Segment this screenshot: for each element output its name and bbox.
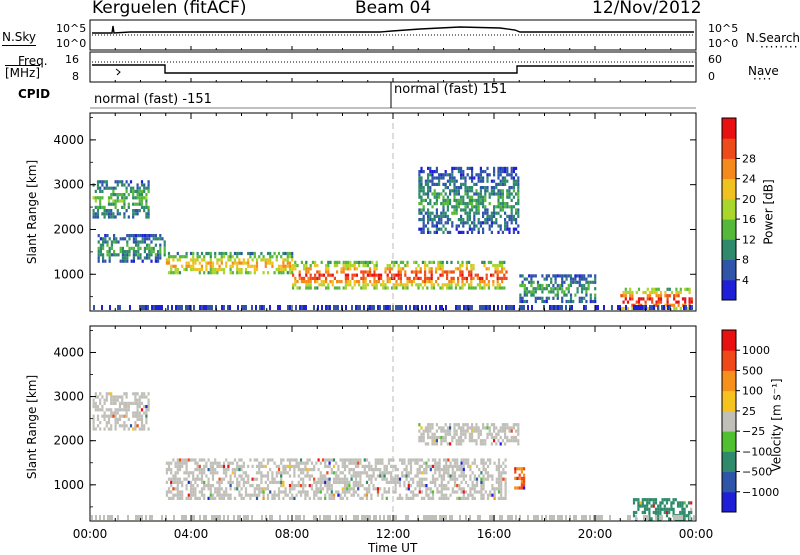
power-ytick-label-2: 2000 bbox=[53, 222, 84, 236]
power-panel: 1000 2000 3000 4000 bbox=[53, 112, 697, 312]
power-colorbar-cell-3 bbox=[722, 239, 736, 260]
power-echo-region-3 bbox=[165, 251, 294, 275]
nave-tick-top: 60 bbox=[708, 53, 722, 66]
xtick-label-6: 20:00 bbox=[578, 527, 613, 541]
power-colorbar-tick-label-2: 8 bbox=[742, 254, 749, 267]
power-colorbar-cell-5 bbox=[722, 198, 736, 220]
power-echo-region-5 bbox=[418, 166, 520, 234]
velocity-colorbar-tick-label-7: −500 bbox=[742, 466, 772, 479]
velocity-colorbar-tick-label-6: −100 bbox=[742, 445, 772, 458]
station-title: Kerguelen (fitACF) bbox=[92, 0, 247, 18]
power-colorbar-tick-label-1: 4 bbox=[742, 274, 749, 287]
cpid-label: CPID bbox=[18, 87, 51, 101]
power-ytick-label-3: 3000 bbox=[53, 178, 84, 192]
power-colorbar-cell-8 bbox=[722, 138, 736, 159]
velocity-echo-region-4 bbox=[514, 467, 526, 490]
nsky-tick-bottom: 10^0 bbox=[56, 37, 87, 50]
velocity-near-range-band bbox=[91, 515, 695, 520]
velocity-colorbar-cell-4 bbox=[722, 431, 736, 452]
velocity-colorbar-cell-2 bbox=[722, 471, 736, 493]
velocity-ytick-label-2: 2000 bbox=[53, 434, 84, 448]
beam-title: Beam 04 bbox=[355, 0, 432, 18]
xtick-label-7: 00:00 bbox=[679, 527, 714, 541]
velocity-ytick-label-1: 1000 bbox=[53, 478, 84, 492]
nave-legend-dots: ···· bbox=[753, 72, 773, 86]
nave-label: Nave bbox=[748, 64, 779, 78]
velocity-colorbar-tick-label-1: 1000 bbox=[742, 344, 770, 357]
velocity-colorbar-tick-label-8: −1000 bbox=[742, 486, 779, 499]
velocity-colorbar-tick-label-5: −25 bbox=[742, 425, 765, 438]
power-echo-region-4 bbox=[292, 260, 508, 290]
velocity-ytick-label-3: 3000 bbox=[53, 390, 84, 404]
power-colorbar-tick-label-6: 24 bbox=[742, 173, 756, 186]
velocity-colorbar: 1000 500 100 25 −25 −100 −500 −1000 bbox=[721, 329, 779, 513]
velocity-panel: 1000 2000 3000 4000 00:00 04:00 08:00 12:00 16:0… bbox=[53, 325, 714, 541]
velocity-colorbar-frame bbox=[721, 329, 737, 513]
power-ytick-label-1: 1000 bbox=[53, 267, 84, 281]
xtick-label-3: 08:00 bbox=[275, 527, 310, 541]
panel-frame-power bbox=[89, 112, 697, 312]
power-ytick-label-4: 4000 bbox=[53, 133, 84, 147]
velocity-colorbar-cell-6 bbox=[722, 390, 736, 412]
freq-unit: [MHz] bbox=[5, 65, 41, 80]
velocity-colorbar-cell-9 bbox=[722, 330, 736, 351]
freq-panel-frame bbox=[89, 51, 697, 83]
power-colorbar-tick-label-3: 12 bbox=[742, 233, 756, 246]
power-colorbar-tick-label-5: 20 bbox=[742, 193, 756, 206]
velocity-colorbar-tick-label-4: 25 bbox=[742, 405, 756, 418]
power-colorbar-tick-label-7: 28 bbox=[742, 152, 756, 165]
power-echo-region-1 bbox=[92, 180, 150, 219]
power-colorbar-cell-2 bbox=[722, 259, 736, 281]
nsearch-legend-dots: ········ bbox=[760, 40, 799, 54]
velocity-echo-region-3 bbox=[418, 423, 520, 446]
cpid-segment-2: normal (fast) 151 bbox=[394, 82, 508, 97]
colorbars: 4 8 12 16 20 24 28 1000 500 100 25 −25 −100 −500 −1000 bbox=[89, 46, 779, 513]
velocity-colorbar-cell-1 bbox=[722, 491, 736, 513]
power-colorbar-tick-label-4: 16 bbox=[742, 213, 756, 226]
nave-tick-bottom: 0 bbox=[708, 70, 715, 83]
xtick-label-4: 12:00 bbox=[376, 527, 411, 541]
cpid-segment-1: normal (fast) -151 bbox=[94, 92, 212, 107]
power-colorbar-cell-1 bbox=[722, 279, 736, 301]
power-colorbar-cell-9 bbox=[722, 118, 736, 139]
nsearch-tick-top: 10^5 bbox=[708, 22, 739, 35]
time-xlabel: Time UT bbox=[368, 541, 418, 555]
power-colorbar: 4 8 12 16 20 24 28 bbox=[721, 117, 756, 301]
power-echo-region-7 bbox=[620, 287, 693, 311]
nsky-label: N.Sky bbox=[2, 30, 37, 46]
nsky-tick-top: 10^5 bbox=[56, 22, 87, 35]
velocity-colorbar-cell-5 bbox=[722, 410, 736, 432]
freq-tick-top: 16 bbox=[65, 53, 79, 66]
power-near-range-band bbox=[93, 305, 693, 310]
freq-label: Freq. bbox=[18, 54, 48, 68]
freq-trace bbox=[92, 64, 694, 74]
velocity-colorbar-cell-8 bbox=[722, 350, 736, 371]
velocity-echo-region-2 bbox=[165, 458, 507, 500]
power-colorbar-cell-7 bbox=[722, 158, 736, 180]
velocity-echo-region-1 bbox=[92, 392, 150, 431]
velocity-colorbar-tick-label-3: 100 bbox=[742, 385, 763, 398]
velocity-colorbar-cell-3 bbox=[722, 451, 736, 472]
power-colorbar-frame bbox=[721, 117, 737, 301]
velocity-colorbar-tick-label-2: 500 bbox=[742, 364, 763, 377]
nsearch-tick-bottom: 10^0 bbox=[708, 37, 739, 50]
xtick-label-2: 04:00 bbox=[174, 527, 209, 541]
power-colorbar-cell-6 bbox=[722, 178, 736, 200]
xtick-label-1: 00:00 bbox=[73, 527, 108, 541]
power-colorbar-cell-4 bbox=[722, 219, 736, 240]
velocity-colorbar-cell-7 bbox=[722, 370, 736, 392]
nsky-trace bbox=[92, 25, 694, 34]
power-echo-region-6 bbox=[519, 274, 597, 304]
nave-marker bbox=[115, 68, 121, 76]
velocity-ytick-label-4: 4000 bbox=[53, 345, 84, 359]
xtick-label-5: 16:00 bbox=[477, 527, 512, 541]
power-echo-region-2 bbox=[97, 234, 166, 263]
date-title: 12/Nov/2012 bbox=[592, 0, 702, 18]
freq-tick-bottom: 8 bbox=[72, 70, 79, 83]
nsearch-label: N.Search bbox=[746, 31, 800, 45]
